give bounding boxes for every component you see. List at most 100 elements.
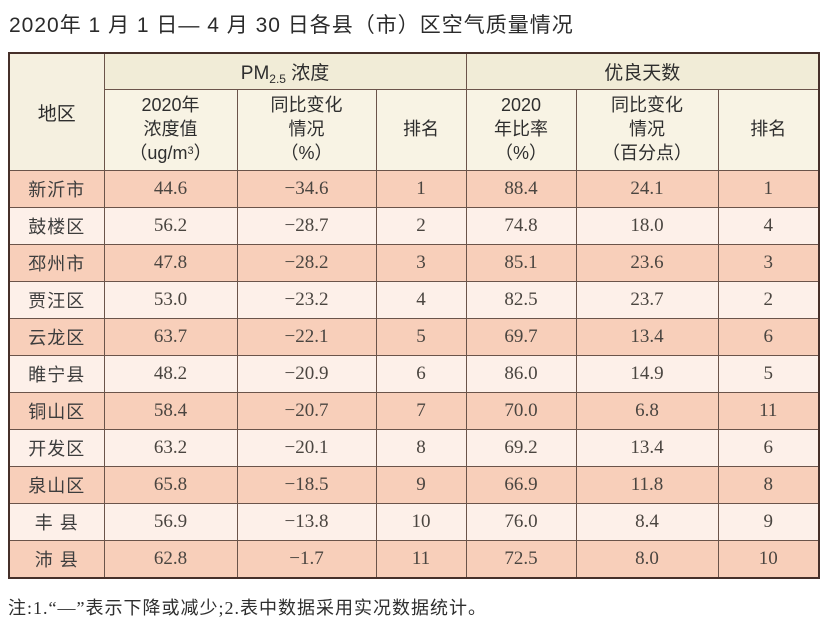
good-rate-cell: 76.0 [465,503,577,541]
col-header-good-change: 同比变化 情况 （百分点） [575,89,719,171]
pm-rank-cell: 11 [375,540,467,579]
table-row: 开发区 63.2 −20.1 8 69.2 13.4 6 [8,429,820,467]
good-rank-cell: 1 [717,170,820,208]
good-change-cell: 18.0 [575,207,719,245]
col-header-pm-rank: 排名 [375,89,467,171]
pm-rank-cell: 2 [375,207,467,245]
pm-rank-cell: 7 [375,392,467,430]
good-change-cell: 8.0 [575,540,719,579]
region-cell: 贾汪区 [8,281,105,319]
col-header-region: 地区 [8,52,105,171]
pm-rank-cell: 4 [375,281,467,319]
region-cell: 睢宁县 [8,355,105,393]
pm25-label: PM2.5 浓度 [240,62,330,86]
pm-change-cell: −34.6 [236,170,377,208]
good-rate-cell: 85.1 [465,244,577,282]
pm-rank-cell: 1 [375,170,467,208]
table-row: 丰 县 56.9 −13.8 10 76.0 8.4 9 [8,503,820,541]
good-change-cell: 13.4 [575,429,719,467]
pm-value-cell: 53.0 [103,281,238,319]
table-row: 沛 县 62.8 −1.7 11 72.5 8.0 10 [8,540,820,579]
good-rate-cell: 88.4 [465,170,577,208]
pm-rank-cell: 10 [375,503,467,541]
region-cell: 铜山区 [8,392,105,430]
pm-change-cell: −28.7 [236,207,377,245]
col-header-pm-change: 同比变化 情况 （%） [236,89,377,171]
good-change-cell: 13.4 [575,318,719,356]
pm-value-cell: 48.2 [103,355,238,393]
footnote: 注:1.“—”表示下降或减少;2.表中数据采用实况数据统计。 [8,598,487,618]
good-rate-cell: 82.5 [465,281,577,319]
pm-change-cell: −13.8 [236,503,377,541]
good-rate-cell: 69.7 [465,318,577,356]
table-row: 邳州市 47.8 −28.2 3 85.1 23.6 3 [8,244,820,282]
good-rank-cell: 2 [717,281,820,319]
good-rank-cell: 6 [717,318,820,356]
good-rank-cell: 5 [717,355,820,393]
air-quality-table: 地区 PM2.5 浓度 优良天数 2020年 浓度值 （ug/m3） 同比变化 … [8,52,821,579]
good-change-cell: 23.7 [575,281,719,319]
group-header-pm25: PM2.5 浓度 [103,52,467,90]
table-row: 云龙区 63.7 −22.1 5 69.7 13.4 6 [8,318,820,356]
table-row: 新沂市 44.6 −34.6 1 88.4 24.1 1 [8,170,820,208]
pm-value-cell: 44.6 [103,170,238,208]
region-cell: 开发区 [8,429,105,467]
pm-change-cell: −23.2 [236,281,377,319]
table-row: 鼓楼区 56.2 −28.7 2 74.8 18.0 4 [8,207,820,245]
good-change-cell: 8.4 [575,503,719,541]
pm-change-cell: −1.7 [236,540,377,579]
good-rank-cell: 10 [717,540,820,579]
pm-change-cell: −20.9 [236,355,377,393]
good-rate-cell: 72.5 [465,540,577,579]
good-rate-cell: 69.2 [465,429,577,467]
col-header-good-rank: 排名 [717,89,820,171]
col-header-good-rate: 2020 年比率 （%） [465,89,577,171]
good-rate-cell: 70.0 [465,392,577,430]
table-row: 泉山区 65.8 −18.5 9 66.9 11.8 8 [8,466,820,504]
good-rate-cell: 86.0 [465,355,577,393]
pm-value-cell: 56.2 [103,207,238,245]
pm-value-cell: 47.8 [103,244,238,282]
good-rate-cell: 74.8 [465,207,577,245]
pm-change-cell: −20.1 [236,429,377,467]
pm-value-cell: 62.8 [103,540,238,579]
pm-value-cell: 65.8 [103,466,238,504]
pm-value-cell: 58.4 [103,392,238,430]
good-rank-cell: 8 [717,466,820,504]
pm-rank-cell: 9 [375,466,467,504]
pm-change-cell: −28.2 [236,244,377,282]
good-rank-cell: 11 [717,392,820,430]
good-change-cell: 23.6 [575,244,719,282]
region-cell: 鼓楼区 [8,207,105,245]
col-header-pm-value: 2020年 浓度值 （ug/m3） [103,89,238,171]
pm-rank-cell: 8 [375,429,467,467]
good-change-cell: 11.8 [575,466,719,504]
pm-value-cell: 63.2 [103,429,238,467]
table-row: 睢宁县 48.2 −20.9 6 86.0 14.9 5 [8,355,820,393]
page-title: 2020年 1 月 1 日— 4 月 30 日各县（市）区空气质量情况 [9,14,574,37]
pm-rank-cell: 3 [375,244,467,282]
pm-rank-cell: 5 [375,318,467,356]
good-rank-cell: 4 [717,207,820,245]
region-cell: 邳州市 [8,244,105,282]
table-row: 铜山区 58.4 −20.7 7 70.0 6.8 11 [8,392,820,430]
good-rank-cell: 9 [717,503,820,541]
pm-rank-cell: 6 [375,355,467,393]
region-cell: 云龙区 [8,318,105,356]
good-change-cell: 6.8 [575,392,719,430]
good-rank-cell: 3 [717,244,820,282]
region-cell: 泉山区 [8,466,105,504]
region-cell: 丰 县 [8,503,105,541]
pm-value-cell: 56.9 [103,503,238,541]
group-header-good-days: 优良天数 [465,52,820,90]
pm-change-cell: −22.1 [236,318,377,356]
pm-change-cell: −18.5 [236,466,377,504]
good-rank-cell: 6 [717,429,820,467]
good-rate-cell: 66.9 [465,466,577,504]
region-cell: 沛 县 [8,540,105,579]
region-cell: 新沂市 [8,170,105,208]
pm-change-cell: −20.7 [236,392,377,430]
good-change-cell: 24.1 [575,170,719,208]
good-change-cell: 14.9 [575,355,719,393]
pm-value-cell: 63.7 [103,318,238,356]
